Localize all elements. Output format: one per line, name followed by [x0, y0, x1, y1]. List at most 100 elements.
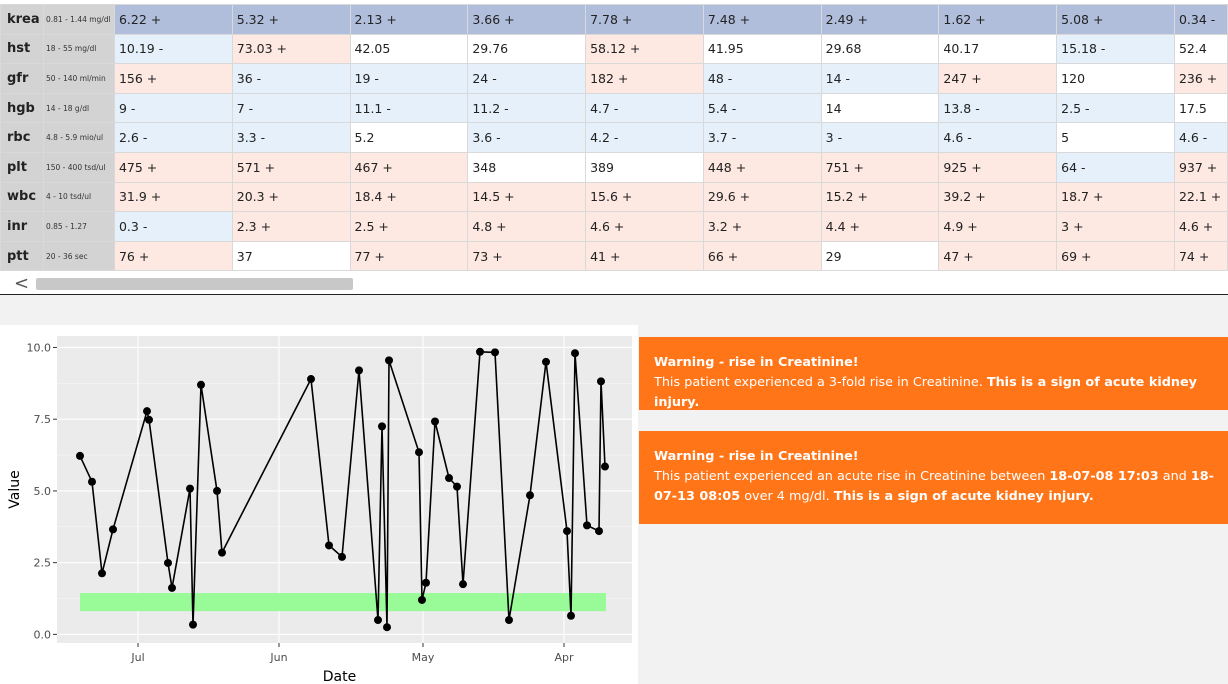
- data-point: [526, 491, 534, 500]
- data-point: [415, 448, 423, 457]
- lab-param-name: gfr: [0, 63, 44, 94]
- lab-value-cell: 10.19 -: [113, 33, 233, 65]
- data-point: [213, 486, 221, 495]
- y-tick-label: 0.0: [34, 628, 52, 641]
- lab-reference-range: 0.81 - 1.44 mg/dl: [42, 4, 115, 35]
- data-point: [186, 484, 194, 493]
- data-point: [76, 451, 84, 460]
- lab-param-name: rbc: [0, 122, 44, 153]
- warning-message: This patient experienced an acute rise i…: [654, 469, 1214, 504]
- lab-value-cell: 14: [820, 92, 940, 124]
- lab-value-cell: 29: [820, 240, 940, 272]
- lab-value-cell: 74 +: [1173, 240, 1228, 272]
- x-tick-label: Jun: [269, 651, 287, 664]
- data-point: [476, 347, 484, 356]
- lab-value-cell: 22.1 +: [1173, 181, 1228, 213]
- data-point: [459, 580, 467, 589]
- horizontal-scrollbar-thumb[interactable]: [36, 278, 353, 290]
- x-tick-label: Apr: [554, 651, 574, 664]
- lab-row-plt: plt 150 - 400 tsd/ul 475 +571 +467 +348 389…: [0, 151, 1228, 183]
- lab-row-inr: inr 0.85 - 1.27 0.3 -2.3 +2.5 +4.8 +4.6 +3…: [0, 211, 1228, 242]
- lab-value-cell: 3 -: [820, 122, 940, 153]
- lab-value-cell: 571 +: [231, 151, 351, 183]
- lab-value-cell: 41 +: [585, 240, 704, 272]
- lab-value-cell: 11.2 -: [467, 92, 587, 124]
- data-point: [583, 521, 591, 530]
- lab-reference-range: 20 - 36 sec: [42, 240, 115, 272]
- reference-range-band: [80, 593, 606, 612]
- lab-value-cell: 236 +: [1173, 63, 1228, 94]
- plot-panel: [57, 336, 632, 643]
- lab-value-cell: 9 -: [113, 92, 233, 124]
- x-tick-label: Jul: [130, 651, 144, 664]
- warning-title: Warning - rise in Creatinine!: [654, 449, 859, 464]
- lab-value-cell: 7.48 +: [702, 4, 822, 35]
- lab-value-cell: 6.22 +: [113, 4, 233, 35]
- lab-value-cell: 2.13 +: [349, 4, 469, 35]
- lab-row-hst: hst 18 - 55 mg/dl 10.19 -73.03 +42.05 29.76…: [0, 33, 1228, 65]
- lab-value-cell: 48 -: [702, 63, 822, 94]
- data-point: [218, 548, 226, 557]
- lab-reference-range: 4.8 - 5.9 mio/ul: [42, 122, 115, 153]
- warning-message: This patient experienced a 3-fold rise i…: [654, 375, 1198, 410]
- lab-value-cell: 2.49 +: [820, 4, 940, 35]
- data-point: [197, 380, 205, 389]
- data-point: [145, 415, 153, 424]
- lab-value-cell: 4.2 -: [585, 122, 704, 153]
- data-point: [418, 595, 426, 604]
- lab-value-cell: 4.6 +: [585, 211, 704, 242]
- data-point: [491, 348, 499, 357]
- x-axis-title: Date: [323, 669, 356, 684]
- lab-value-cell: 7.78 +: [585, 4, 704, 35]
- data-point: [307, 375, 315, 384]
- lab-value-cell: 36 -: [231, 63, 351, 94]
- lab-value-cell: 24 -: [467, 63, 587, 94]
- lab-value-cell: 4.6 +: [1173, 211, 1228, 242]
- lab-table: krea 0.81 - 1.44 mg/dl 6.22 +5.32 +2.13 +3…: [0, 4, 1228, 272]
- lab-value-cell: 2.5 +: [349, 211, 469, 242]
- lab-value-cell: 7 -: [231, 92, 351, 124]
- lab-value-cell: 4.7 -: [585, 92, 704, 124]
- lab-value-cell: 5: [1056, 122, 1175, 153]
- lab-value-cell: 475 +: [113, 151, 233, 183]
- warning-box-2: Warning - rise in Creatinine! This patie…: [639, 431, 1228, 524]
- data-point: [595, 527, 603, 536]
- lab-value-cell: 925 +: [938, 151, 1058, 183]
- lab-value-cell: 5.08 +: [1056, 4, 1175, 35]
- lab-value-cell: 4.6 -: [938, 122, 1058, 153]
- lab-value-cell: 5.2: [349, 122, 469, 153]
- data-point: [422, 578, 430, 587]
- lab-value-cell: 751 +: [820, 151, 940, 183]
- data-point: [109, 525, 117, 534]
- lab-value-cell: 3.7 -: [702, 122, 822, 153]
- lab-value-cell: 76 +: [113, 240, 233, 272]
- lab-value-cell: 18.7 +: [1056, 181, 1175, 213]
- lab-value-cell: 4.8 +: [467, 211, 587, 242]
- lab-value-cell: 0.3 -: [113, 211, 233, 242]
- creatinine-chart-panel: 0.0 2.5 5.0 7.5 10.0 Jul Jun May Apr Date Value: [0, 325, 638, 684]
- lab-value-cell: 58.12 +: [585, 33, 704, 65]
- lab-value-cell: 4.4 +: [820, 211, 940, 242]
- lab-value-cell: 156 +: [113, 63, 233, 94]
- lab-value-cell: 15.6 +: [585, 181, 704, 213]
- scroll-left-arrow-icon[interactable]: <: [14, 273, 30, 294]
- data-point: [571, 349, 579, 358]
- lab-value-cell: 47 +: [938, 240, 1058, 272]
- lab-value-cell: 15.18 -: [1056, 33, 1175, 65]
- lab-value-cell: 3.6 -: [467, 122, 587, 153]
- lab-param-name: wbc: [0, 181, 44, 213]
- lab-row-wbc: wbc 4 - 10 tsd/ul 31.9 +20.3 +18.4 +14.5 +…: [0, 181, 1228, 213]
- lab-value-cell: 66 +: [702, 240, 822, 272]
- data-point: [143, 407, 151, 416]
- warning-title: Warning - rise in Creatinine!: [654, 355, 859, 370]
- lab-reference-range: 18 - 55 mg/dl: [42, 33, 115, 65]
- lab-value-cell: 18.4 +: [349, 181, 469, 213]
- lab-row-gfr: gfr 50 - 140 ml/min 156 +36 -19 -24 -182 +…: [0, 63, 1228, 94]
- y-tick-label: 7.5: [34, 413, 52, 426]
- data-point: [374, 616, 382, 625]
- data-point: [542, 357, 550, 366]
- lab-value-cell: 467 +: [349, 151, 469, 183]
- data-point: [378, 422, 386, 431]
- lab-value-cell: 29.6 +: [702, 181, 822, 213]
- lab-value-cell: 247 +: [938, 63, 1058, 94]
